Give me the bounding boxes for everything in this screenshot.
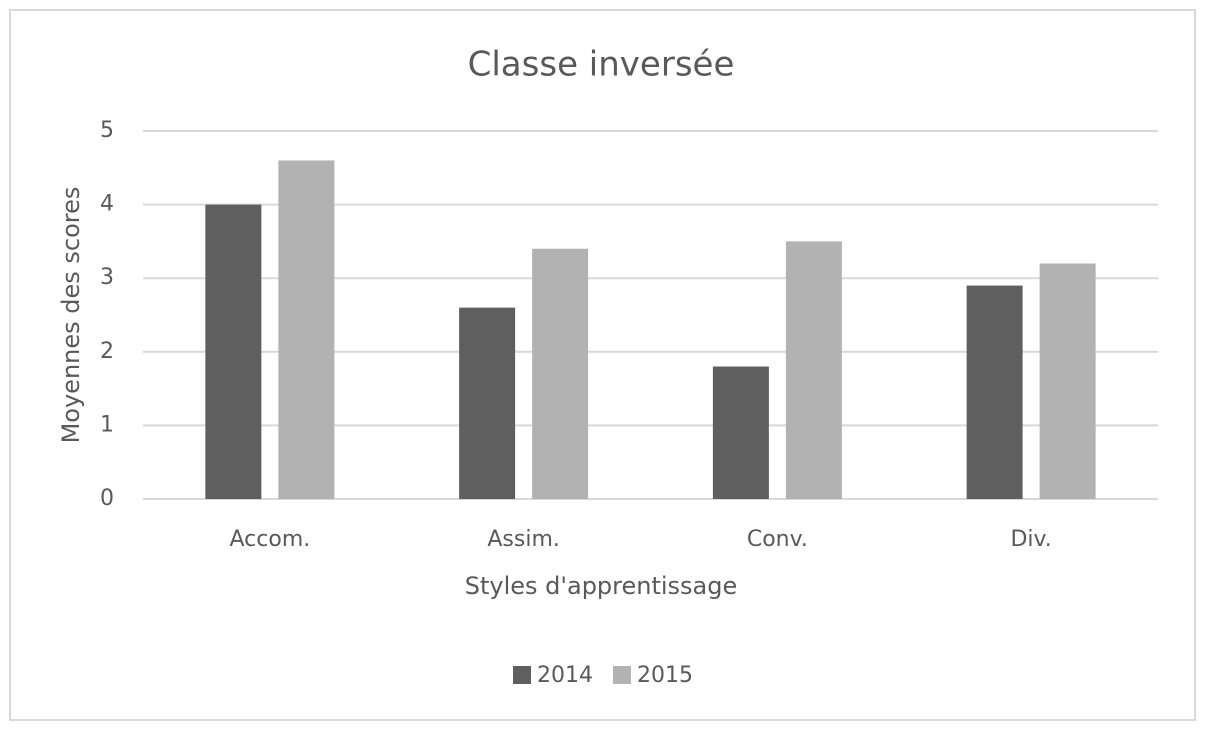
x-tick-label: Div. <box>1010 527 1051 552</box>
legend-label: 2015 <box>637 663 693 688</box>
legend-swatch <box>513 666 531 684</box>
y-axis-label: Moyennes des scores <box>57 187 85 444</box>
y-tick-label: 4 <box>100 192 114 217</box>
y-tick-label: 2 <box>100 339 114 364</box>
bar <box>1039 263 1096 499</box>
x-axis-label: Styles d'apprentissage <box>465 572 738 600</box>
bar <box>459 307 516 499</box>
chart-title: Classe inversée <box>468 45 735 85</box>
y-tick-label: 3 <box>100 265 114 290</box>
x-tick-label: Accom. <box>230 527 311 552</box>
y-tick-label: 5 <box>100 118 114 143</box>
x-tick-label: Assim. <box>487 527 560 552</box>
bar <box>966 285 1023 499</box>
bar <box>278 160 335 499</box>
bar <box>532 248 589 499</box>
y-tick-label: 0 <box>100 486 114 511</box>
x-tick-label: Conv. <box>747 527 808 552</box>
bar <box>785 241 842 499</box>
legend-label: 2014 <box>537 663 593 688</box>
bar <box>712 366 769 499</box>
bar <box>205 204 262 499</box>
y-tick-label: 1 <box>100 412 114 437</box>
legend-swatch <box>613 666 631 684</box>
